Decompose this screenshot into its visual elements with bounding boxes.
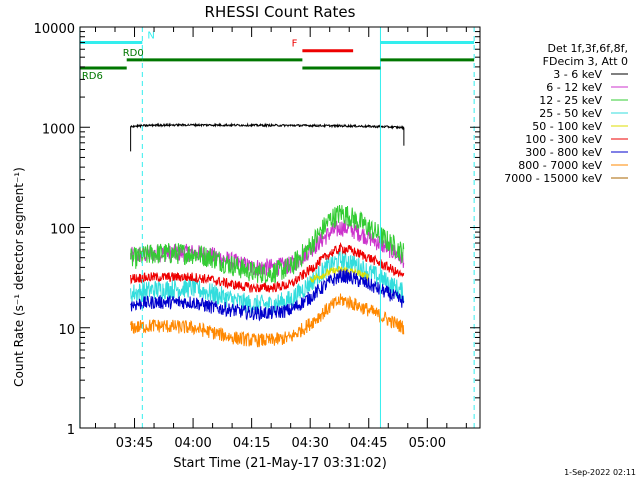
y-tick-label: 100 (50, 223, 75, 238)
series-line (309, 265, 369, 284)
series-line (130, 204, 405, 285)
legend-entry-label: 800 - 7000 keV (518, 159, 602, 172)
x-tick-label: 04:45 (350, 436, 387, 451)
series-line (130, 293, 405, 348)
y-axis-label: Count Rate (s⁻¹ detector segment⁻¹) (12, 167, 26, 387)
plot-area: N F RD0 RD6 (79, 27, 475, 428)
state-bar-label: N (147, 31, 154, 42)
legend-entry-label: 100 - 300 keV (525, 133, 602, 146)
y-tick-label: 1 (67, 423, 75, 438)
series-line (130, 269, 405, 322)
x-tick-label: 04:00 (174, 436, 211, 451)
x-tick-label: 03:45 (116, 436, 153, 451)
plot-frame (79, 26, 481, 429)
x-axis-label: Start Time (21-May-17 03:31:02) (173, 456, 387, 471)
footer-timestamp: 1-Sep-2022 02:11 (564, 468, 636, 477)
series-line (130, 241, 405, 293)
legend-entry-label: 6 - 12 keV (546, 81, 602, 94)
y-tick-label: 1000 (42, 122, 75, 137)
chart-title: RHESSI Count Rates (205, 3, 356, 21)
legend-header: FDecim 3, Att 0 (543, 55, 628, 68)
state-bar-label: RD6 (82, 71, 103, 82)
state-bar-label: F (292, 39, 298, 50)
legend-header: Det 1f,3f,6f,8f, (547, 42, 628, 55)
x-tick-label: 04:15 (233, 436, 270, 451)
legend-entry-label: 300 - 800 keV (525, 146, 602, 159)
x-tick-label: 05:00 (409, 436, 446, 451)
x-tick-label: 04:30 (291, 436, 328, 451)
state-bar-label: RD0 (123, 48, 144, 59)
legend-entry-label: 12 - 25 keV (539, 94, 602, 107)
legend-entry-label: 25 - 50 keV (539, 107, 602, 120)
legend-entry-label: 3 - 6 keV (553, 68, 602, 81)
legend-entry-label: 50 - 100 keV (532, 120, 602, 133)
series-line (130, 122, 405, 131)
y-tick-label: 10 (58, 323, 75, 338)
legend: Det 1f,3f,6f,8f,FDecim 3, Att 03 - 6 keV… (504, 42, 628, 185)
y-tick-label: 10000 (34, 22, 75, 37)
legend-entry-label: 7000 - 15000 keV (504, 172, 602, 185)
axes: 1 10 100 1000 10000 03:45 04:00 04:15 04:30 04:45… (34, 22, 481, 451)
